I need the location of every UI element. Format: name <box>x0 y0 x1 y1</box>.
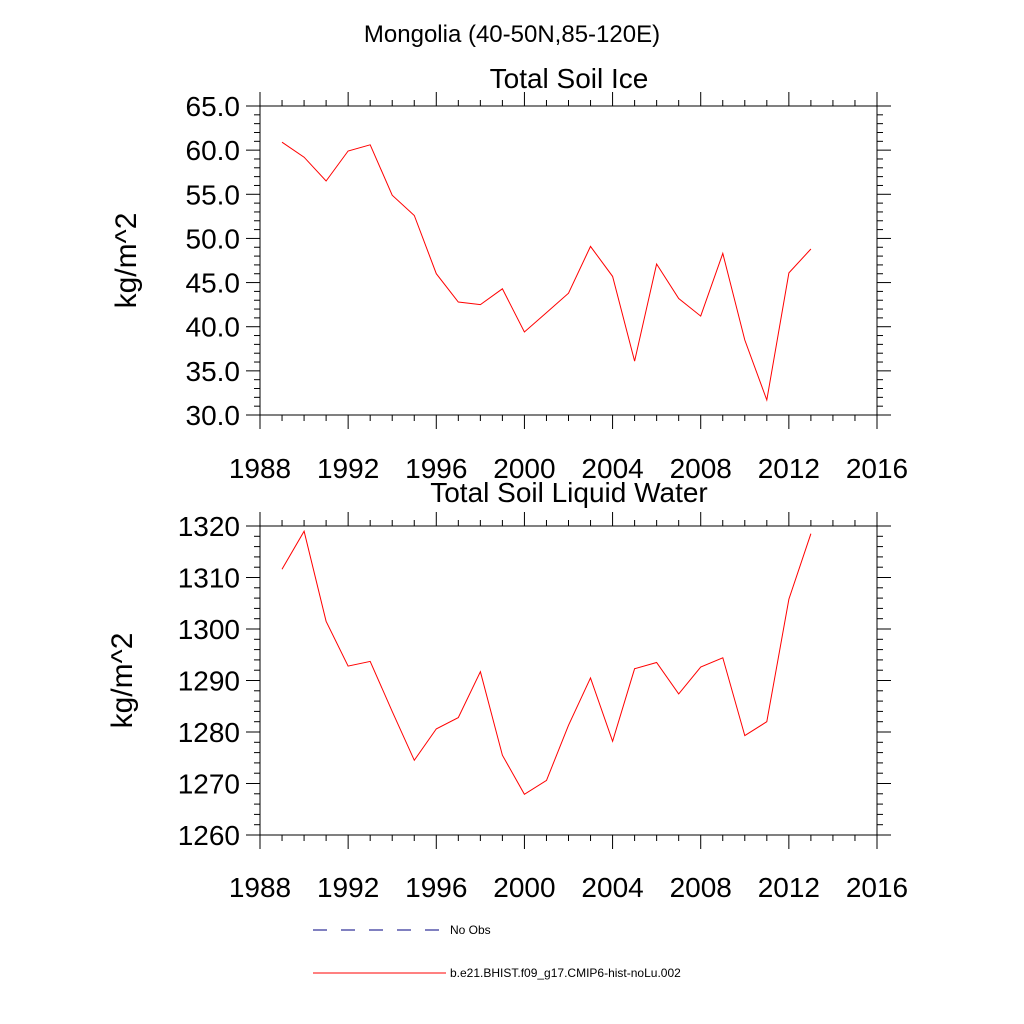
plot-frame <box>259 525 878 836</box>
panel-title: Total Soil Liquid Water <box>430 477 708 508</box>
panel-total-soil-liquid-water: Total Soil Liquid Water 1988 1992 1996 2000… <box>106 477 908 903</box>
x-tick-label: 1992 <box>317 872 379 903</box>
x-tick-label: 2008 <box>670 453 732 484</box>
x-tick-label: 2016 <box>846 872 908 903</box>
legend-label-model: b.e21.BHIST.f09_g17.CMIP6-hist-noLu.002 <box>450 966 681 980</box>
y-axis-label: kg/m^2 <box>110 213 143 309</box>
plot-frame <box>259 105 878 416</box>
x-tick-label: 2004 <box>581 872 643 903</box>
y-tick-label: 1300 <box>178 614 240 645</box>
x-tick-label: 2000 <box>493 453 555 484</box>
y-axis-label: kg/m^2 <box>106 633 139 729</box>
x-tick-label: 1988 <box>229 872 291 903</box>
figure-title: Mongolia (40-50N,85-120E) <box>364 21 660 48</box>
panel-total-soil-ice: Total Soil Ice 1988 1992 1996 2000 2004 2008 2… <box>110 63 908 484</box>
y-tick-label: 55.0 <box>186 179 241 210</box>
x-tick-label: 1988 <box>229 453 291 484</box>
y-tick-label: 1290 <box>178 666 240 697</box>
y-tick-label: 60.0 <box>186 135 241 166</box>
y-tick-label: 1270 <box>178 769 240 800</box>
legend: No Obs b.e21.BHIST.f09_g17.CMIP6-hist-no… <box>313 923 681 980</box>
legend-label-no-obs: No Obs <box>450 923 491 937</box>
x-tick-label: 2008 <box>670 872 732 903</box>
x-tick-label: 2004 <box>581 453 643 484</box>
y-tick-label: 65.0 <box>186 91 241 122</box>
x-tick-label: 1996 <box>405 872 467 903</box>
x-tick-label: 1996 <box>405 453 467 484</box>
y-tick-label: 1260 <box>178 820 240 851</box>
y-tick-label: 35.0 <box>186 356 241 387</box>
x-tick-label: 2012 <box>758 872 820 903</box>
series-line-model <box>281 141 812 402</box>
panel-title: Total Soil Ice <box>490 63 649 94</box>
y-tick-label: 40.0 <box>186 312 241 343</box>
x-tick-label: 1992 <box>317 453 379 484</box>
y-tick-label: 45.0 <box>186 268 241 299</box>
x-tick-label: 2016 <box>846 453 908 484</box>
x-tick-label: 2000 <box>493 872 555 903</box>
x-tick-label: 2012 <box>758 453 820 484</box>
y-tick-label: 1310 <box>178 563 240 594</box>
y-tick-label: 50.0 <box>186 223 241 254</box>
y-tick-label: 1280 <box>178 717 240 748</box>
y-tick-label: 1320 <box>178 511 240 542</box>
series-line-model <box>281 529 812 796</box>
y-tick-label: 30.0 <box>186 400 241 431</box>
